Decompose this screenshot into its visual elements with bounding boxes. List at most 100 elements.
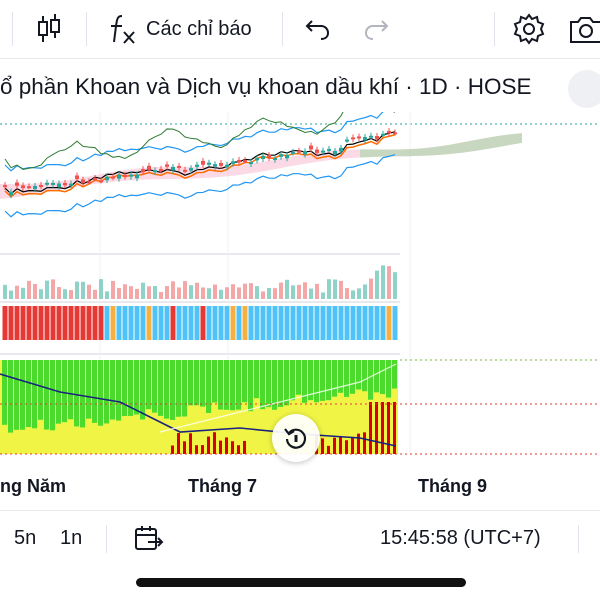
- sentiment-green-bar: [176, 360, 181, 417]
- signal-bar: [344, 306, 350, 340]
- sentiment-red-bar: [171, 445, 174, 454]
- candle-body: [183, 169, 187, 172]
- signal-bar: [356, 306, 362, 340]
- sentiment-green-bar: [32, 360, 37, 429]
- sentiment-green-bar: [194, 360, 199, 406]
- interval-1n-button[interactable]: 1n: [60, 527, 83, 549]
- sentiment-green-bar: [308, 360, 313, 401]
- sentiment-green-bar: [116, 360, 121, 421]
- sentiment-green-bar: [392, 360, 397, 389]
- volume-bar: [315, 283, 319, 299]
- reset-chart-button[interactable]: [272, 414, 320, 462]
- clock-timezone[interactable]: 15:45:58 (UTC+7): [380, 527, 541, 549]
- signal-bar: [338, 306, 344, 340]
- volume-bar: [273, 288, 277, 299]
- candle-body: [225, 164, 229, 168]
- candle-body: [45, 182, 49, 185]
- signal-bar: [350, 306, 356, 340]
- bottom-toolbar: 5n 1n 15:45:58 (UTC+7): [0, 510, 600, 567]
- sentiment-green-bar: [302, 360, 307, 403]
- sentiment-green-bar: [134, 360, 139, 415]
- volume-bar: [129, 286, 133, 299]
- signal-bar: [326, 306, 332, 340]
- sentiment-green-bar: [296, 360, 301, 395]
- sentiment-green-bar: [320, 360, 325, 401]
- undo-button[interactable]: [304, 10, 332, 48]
- sentiment-green-bar: [92, 360, 97, 423]
- candles-icon: [38, 14, 60, 42]
- sentiment-green-bar: [326, 360, 331, 401]
- sentiment-red-bar: [213, 432, 216, 454]
- volume-bar: [201, 287, 205, 299]
- signal-bar: [32, 306, 38, 340]
- sentiment-green-bar: [122, 360, 127, 417]
- candle-body: [111, 176, 115, 179]
- sentiment-green-bar: [146, 360, 151, 410]
- chart-canvas[interactable]: [0, 112, 600, 462]
- volume-bar: [147, 286, 151, 299]
- chart-type-button[interactable]: [34, 10, 64, 48]
- candle-body: [285, 154, 289, 159]
- volume-bar: [255, 286, 259, 299]
- signal-bar: [62, 306, 68, 340]
- candle-body: [9, 191, 13, 196]
- sentiment-green-bar: [368, 360, 373, 400]
- sentiment-red-bar: [333, 437, 336, 454]
- volume-bar: [387, 266, 391, 299]
- candle-body: [117, 174, 121, 179]
- toolbar-divider: [86, 12, 87, 46]
- date-range-button[interactable]: [134, 525, 164, 558]
- signal-bar: [176, 306, 182, 340]
- signal-bar: [194, 306, 200, 340]
- candle-body: [75, 175, 79, 180]
- interval-5n-button[interactable]: 5n: [14, 527, 37, 549]
- volume-bar: [33, 284, 37, 299]
- signal-bar: [8, 306, 14, 340]
- signal-bar: [92, 306, 98, 340]
- screenshot-button[interactable]: [568, 10, 600, 48]
- volume-bar: [15, 285, 19, 299]
- candle-body: [249, 161, 253, 165]
- candle-body: [375, 135, 379, 140]
- volume-bar: [87, 284, 91, 299]
- sentiment-green-bar: [8, 360, 13, 433]
- volume-bar: [105, 291, 109, 299]
- settings-button[interactable]: [512, 10, 546, 48]
- signal-bar: [188, 306, 194, 340]
- indicators-button[interactable]: Các chỉ báo: [108, 10, 252, 48]
- x-axis-label: Tháng 9: [418, 476, 488, 496]
- signal-bar: [254, 306, 260, 340]
- volume-bar: [249, 283, 253, 299]
- candle-body: [63, 182, 67, 186]
- candle-body: [327, 148, 331, 151]
- settings-icon: [513, 13, 545, 45]
- sentiment-green-bar: [20, 360, 25, 430]
- ichimoku-cloud-green: [360, 133, 522, 158]
- candle-body: [99, 180, 103, 183]
- candle-body: [177, 165, 181, 168]
- lagging-span-line: [4, 112, 396, 170]
- signal-bar: [272, 306, 278, 340]
- volume-bar: [243, 283, 247, 299]
- sentiment-green-bar: [266, 360, 271, 408]
- candle-body: [147, 165, 151, 170]
- signal-bar: [74, 306, 80, 340]
- volume-bar: [165, 286, 169, 299]
- sentiment-green-bar: [68, 360, 73, 420]
- volume-bar: [117, 287, 121, 299]
- legend-toggle-button[interactable]: [568, 70, 600, 108]
- calendar-arrow-icon: [135, 526, 164, 550]
- home-indicator: [136, 578, 466, 587]
- sentiment-green-bar: [74, 360, 79, 427]
- x-axis-label: Tháng 7: [188, 476, 258, 496]
- candle-body: [153, 170, 157, 173]
- signal-bar: [200, 306, 206, 340]
- sentiment-green-bar: [50, 360, 55, 431]
- reset-icon: [284, 428, 307, 449]
- toolbar-divider: [494, 12, 495, 46]
- volume-bar: [393, 272, 397, 299]
- signal-bar: [80, 306, 86, 340]
- redo-button[interactable]: [362, 10, 390, 48]
- sentiment-green-bar: [188, 360, 193, 406]
- signal-bar: [182, 306, 188, 340]
